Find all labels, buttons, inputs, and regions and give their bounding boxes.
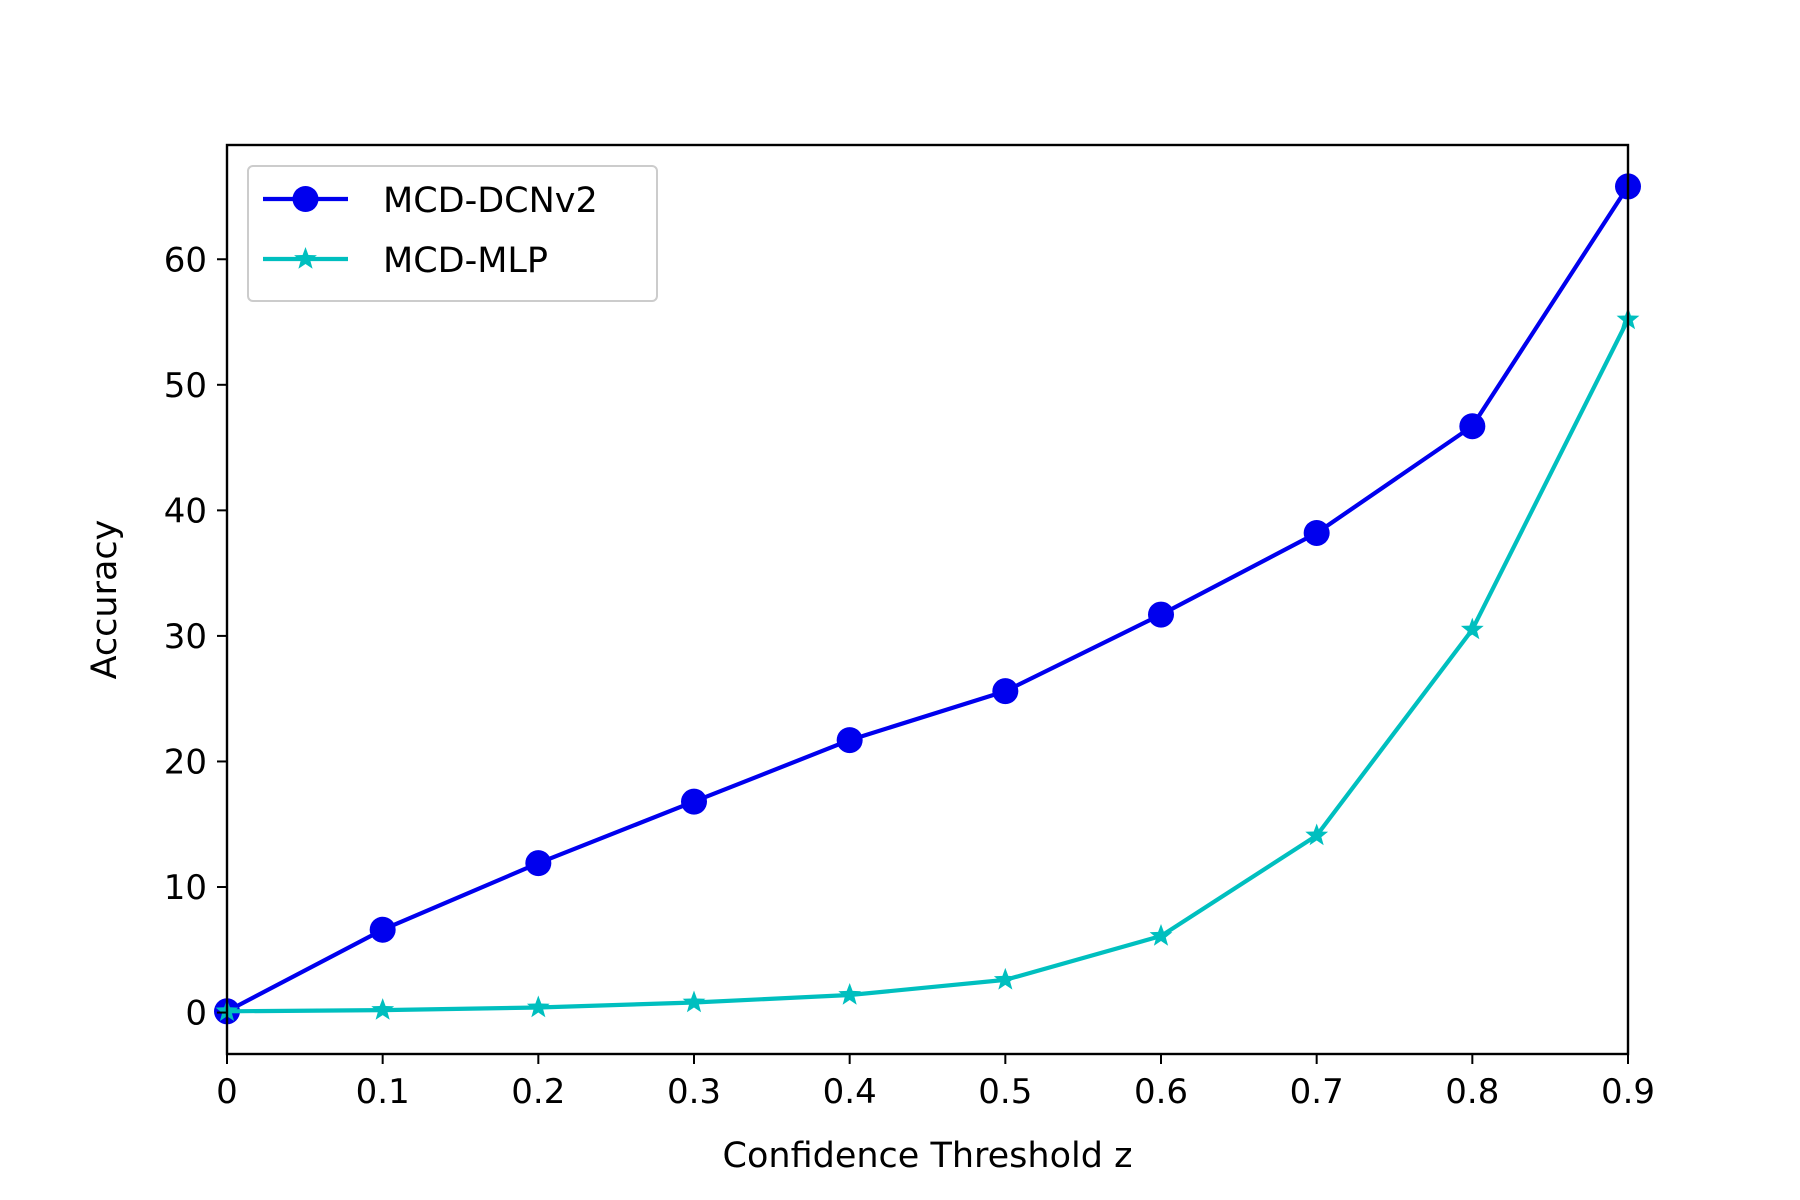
y-tick-label: 20 — [164, 742, 207, 782]
y-axis: 0 10 20 30 40 50 60 — [164, 240, 227, 1034]
y-tick-label: 10 — [164, 868, 207, 908]
data-point — [992, 678, 1019, 705]
data-point — [838, 983, 862, 1005]
data-point — [525, 850, 552, 877]
data-point — [526, 995, 550, 1018]
data-point — [1459, 413, 1486, 440]
x-axis-label: Confidence Threshold z — [723, 1136, 1133, 1176]
y-tick-label: 60 — [164, 240, 207, 280]
data-point — [369, 916, 396, 943]
plot-frame — [225, 143, 1630, 1056]
legend: MCD-DCNv2 MCD-MLP — [247, 165, 658, 302]
legend-star-marker — [294, 247, 317, 269]
data-point — [993, 967, 1017, 990]
legend-entry-mcd-mlp: MCD-MLP — [263, 241, 548, 281]
series-line — [226, 318, 1630, 1014]
data-point — [1148, 601, 1174, 628]
y-tick-label: 40 — [164, 491, 207, 531]
x-tick-label: 0.4 — [823, 1072, 877, 1112]
data-point — [1303, 519, 1330, 546]
data-point — [1149, 924, 1173, 946]
data-point — [1460, 617, 1484, 640]
series-line — [226, 185, 1630, 1014]
y-axis-label: Accuracy — [85, 520, 125, 680]
y-tick-label: 50 — [164, 366, 207, 406]
x-tick-label: 0.1 — [356, 1072, 410, 1112]
data-point — [682, 990, 706, 1013]
legend-box — [247, 165, 658, 302]
y-tick-label: 30 — [164, 617, 207, 657]
x-tick-label: 0.6 — [1134, 1072, 1188, 1112]
y-tick-label: 0 — [185, 994, 207, 1034]
legend-label: MCD-DCNv2 — [383, 181, 598, 221]
x-axis: 0 0.1 0.2 0.3 0.4 0.5 0.6 0.7 0.8 0.9 — [216, 1054, 1655, 1112]
x-tick-label: 0.3 — [667, 1072, 721, 1112]
series-mcd-dcnv2 — [214, 173, 1641, 1025]
legend-circle-marker — [292, 186, 319, 212]
x-tick-label: 0.5 — [978, 1072, 1032, 1112]
x-tick-label: 0 — [216, 1072, 238, 1112]
x-tick-label: 0.2 — [511, 1072, 565, 1112]
x-tick-label: 0.8 — [1445, 1072, 1499, 1112]
x-tick-label: 0.7 — [1290, 1072, 1344, 1112]
data-point — [371, 998, 395, 1020]
data-point — [836, 727, 863, 754]
series-layer — [214, 173, 1641, 1025]
legend-label: MCD-MLP — [383, 241, 548, 281]
x-tick-label: 0.9 — [1601, 1072, 1655, 1112]
data-point — [681, 788, 707, 815]
legend-entry-mcd-dcnv2: MCD-DCNv2 — [263, 181, 598, 221]
data-point — [1305, 823, 1329, 846]
